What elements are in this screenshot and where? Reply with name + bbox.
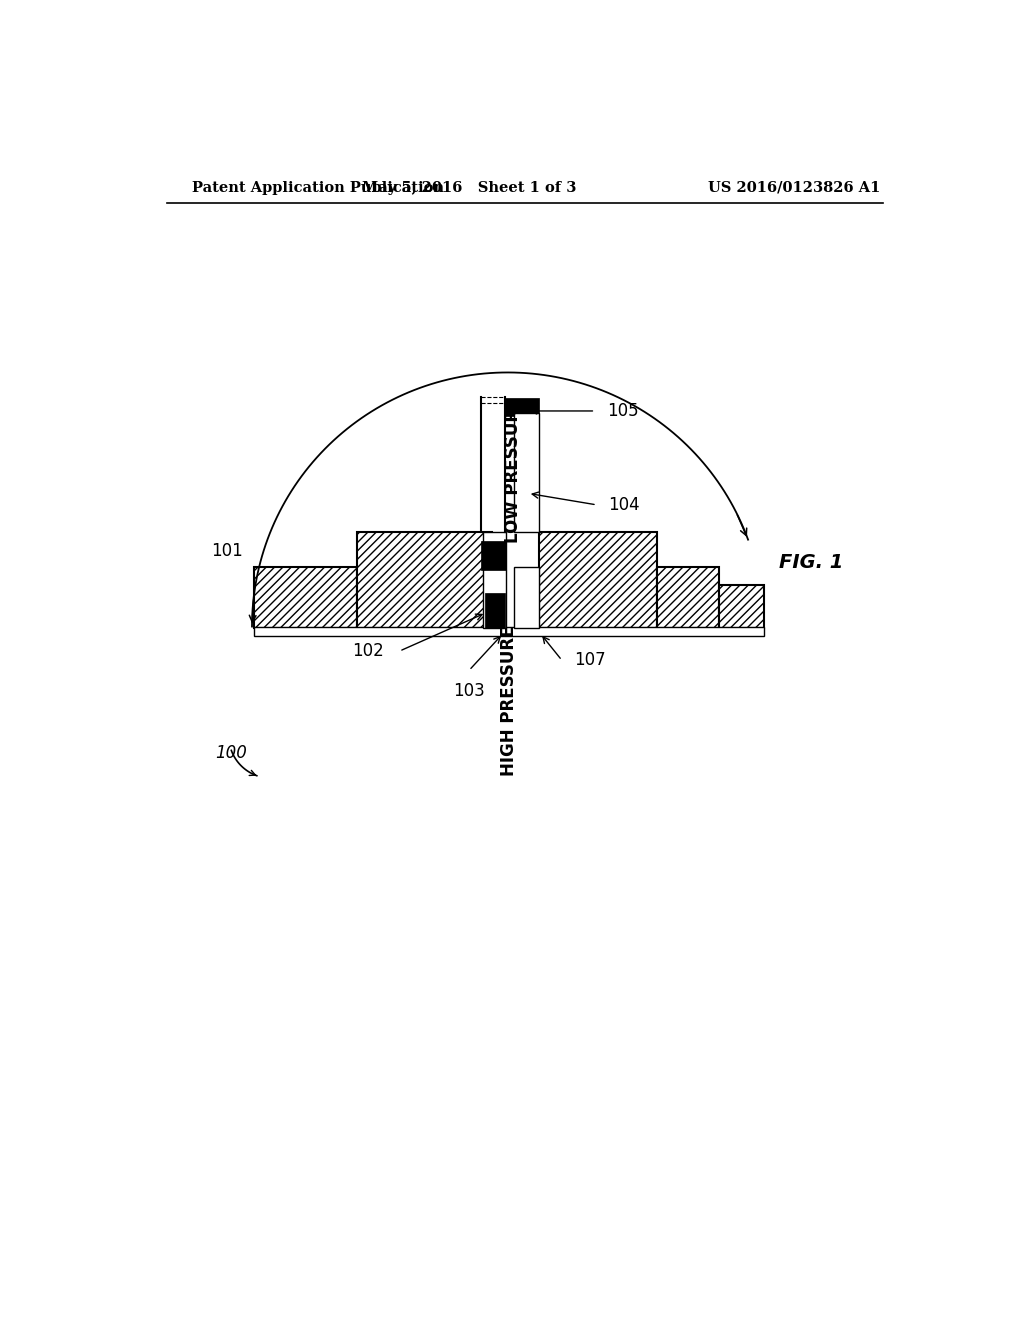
Text: 104: 104 [608,496,640,513]
Bar [539,532,656,628]
Bar [254,566,356,628]
Text: LOW PRESSURE: LOW PRESSURE [504,397,522,543]
Bar [485,594,505,628]
Bar [481,541,506,570]
Text: 102: 102 [352,643,384,660]
Text: US 2016/0123826 A1: US 2016/0123826 A1 [709,181,881,194]
Text: FIG. 1: FIG. 1 [779,553,844,572]
Text: Patent Application Publication: Patent Application Publication [191,181,443,194]
Bar [514,566,539,628]
Text: HIGH PRESSURE: HIGH PRESSURE [501,626,518,776]
Bar [656,566,719,628]
Bar [356,532,493,628]
Text: 100: 100 [215,744,247,762]
Bar [719,585,764,628]
Text: 107: 107 [573,652,605,669]
Bar [254,627,764,636]
Text: 101: 101 [211,543,243,560]
Bar [505,397,539,416]
Text: May 5, 2016   Sheet 1 of 3: May 5, 2016 Sheet 1 of 3 [361,181,577,194]
Bar [483,532,506,628]
Text: 105: 105 [607,403,639,420]
Text: 103: 103 [454,682,485,700]
Bar [514,413,539,532]
